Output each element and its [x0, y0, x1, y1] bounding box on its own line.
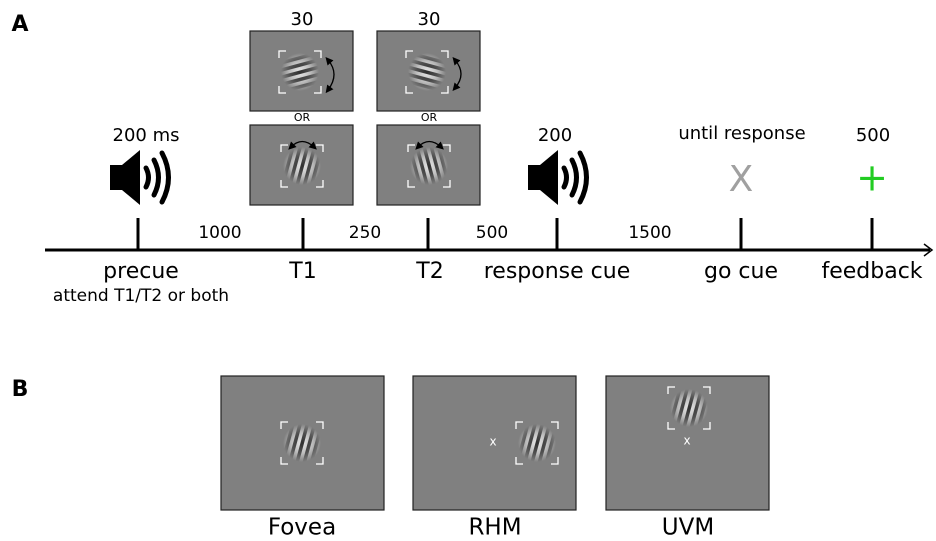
duration: 30 [418, 9, 441, 30]
event-label: T1 [288, 259, 316, 284]
condition-label: RHM [468, 515, 521, 541]
go-cue-symbol: X [729, 159, 754, 200]
duration: 200 ms [113, 125, 180, 146]
interval: 250 [349, 223, 381, 243]
duration: until response [678, 123, 805, 144]
speaker-icon [528, 150, 587, 205]
condition-label: Fovea [268, 515, 336, 541]
interval: 500 [476, 223, 508, 243]
condition-label: UVM [662, 515, 714, 541]
event-label: go cue [704, 259, 778, 284]
fixation: x [683, 434, 690, 448]
event-label: response cue [484, 259, 631, 284]
or-label: OR [421, 111, 438, 124]
event-label: T2 [415, 259, 443, 284]
event-note: attend T1/T2 or both [53, 286, 229, 306]
panel-label: A [11, 12, 28, 37]
condition-screens [220, 375, 770, 511]
event-label: feedback [821, 259, 922, 284]
stimulus-screens [249, 30, 481, 206]
event-label: precue [103, 259, 179, 284]
panel-label: B [12, 377, 29, 402]
duration: 30 [291, 9, 314, 30]
speaker-icon [110, 150, 169, 205]
interval: 1000 [198, 223, 241, 243]
duration: 200 [538, 125, 572, 146]
timeline [45, 218, 934, 257]
interval: 1500 [628, 223, 671, 243]
duration: 500 [856, 125, 890, 146]
fixation: x [489, 435, 496, 449]
feedback-symbol: + [856, 156, 888, 200]
or-label: OR [294, 111, 311, 124]
